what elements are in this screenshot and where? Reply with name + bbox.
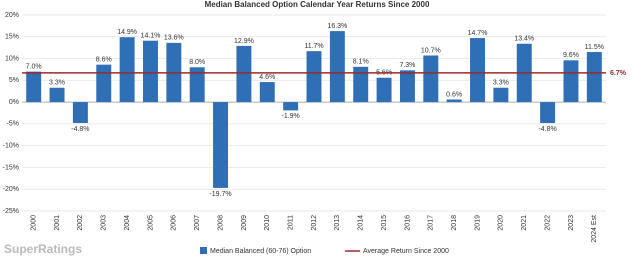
chart-title: Median Balanced Option Calendar Year Ret…	[205, 0, 430, 9]
value-label: 12.9%	[234, 38, 254, 45]
x-tick-label: 2010	[264, 215, 271, 231]
bar	[72, 102, 88, 124]
watermark: SuperRatings	[4, 242, 82, 256]
x-tick-label: 2017	[428, 215, 435, 231]
bar	[423, 55, 439, 103]
value-label: -4.8%	[71, 126, 89, 133]
x-tick-label: 2002	[77, 215, 84, 231]
value-label: 13.4%	[514, 36, 534, 43]
y-tick-label: 15%	[5, 34, 19, 41]
x-tick-label: 2021	[521, 215, 528, 231]
bar	[119, 37, 135, 103]
x-tick-label: 2015	[381, 215, 388, 231]
bar	[563, 60, 579, 103]
y-tick-label: 0%	[9, 99, 19, 106]
bar	[470, 38, 485, 103]
x-tick-label: 2001	[54, 215, 61, 231]
legend-label: Median Balanced (60-76) Option	[210, 248, 311, 255]
y-tick-label: -25%	[3, 208, 19, 215]
value-label: 11.5%	[585, 44, 604, 51]
bar	[189, 67, 205, 103]
value-label: 8.6%	[96, 56, 112, 63]
y-tick-label: -20%	[3, 186, 19, 193]
value-label: 0.6%	[446, 91, 462, 98]
bar	[493, 87, 509, 103]
x-tick-label: 2016	[404, 215, 411, 231]
bar	[26, 71, 42, 103]
bar	[586, 52, 602, 103]
x-tick-label: 2004	[124, 215, 131, 231]
y-tick-label: -15%	[3, 164, 19, 171]
legend-swatch	[200, 247, 207, 254]
bar	[446, 99, 462, 103]
x-tick-label: 2014	[358, 215, 365, 231]
y-tick-label: 20%	[5, 12, 19, 19]
x-tick-label: 2023	[568, 215, 575, 231]
x-tick-label: 2000	[31, 215, 38, 231]
bar	[540, 102, 556, 124]
x-tick-label: 2012	[311, 215, 318, 231]
bar	[283, 102, 299, 111]
x-tick-label: 2011	[287, 215, 294, 230]
value-label: 14.7%	[468, 30, 488, 37]
bar	[143, 40, 158, 103]
value-label: 10.7%	[421, 47, 441, 54]
bar	[259, 82, 275, 103]
bar	[96, 64, 112, 103]
value-label: 9.6%	[563, 52, 579, 59]
value-label: 16.3%	[327, 23, 347, 30]
value-label: 8.1%	[353, 59, 369, 66]
bar	[49, 87, 65, 103]
value-label: -1.9%	[281, 113, 299, 120]
y-tick-label: 10%	[5, 55, 19, 62]
x-tick-label: 2006	[171, 215, 178, 231]
value-label: 14.1%	[141, 33, 161, 40]
bar	[306, 51, 322, 103]
x-tick-label: 2003	[101, 215, 108, 231]
value-label: 11.7%	[304, 43, 323, 50]
value-label: 4.6%	[259, 74, 275, 81]
value-label: 7.0%	[26, 63, 42, 70]
x-tick-label: 2018	[451, 215, 458, 231]
x-tick-label: 2008	[217, 215, 224, 231]
y-tick-label: -5%	[7, 121, 19, 128]
bar	[376, 77, 392, 103]
value-label: 3.3%	[493, 80, 509, 87]
x-tick-label: 2022	[544, 215, 551, 231]
bar	[399, 70, 415, 103]
value-label: 8.0%	[189, 59, 205, 66]
y-tick-label: 5%	[9, 77, 19, 84]
x-tick-label: 2024 Est	[591, 215, 598, 243]
value-label: 3.3%	[49, 80, 65, 87]
value-label: 13.6%	[164, 35, 184, 42]
bar	[329, 31, 345, 103]
x-tick-label: 2019	[474, 215, 481, 231]
value-label: -4.8%	[538, 126, 556, 133]
x-tick-label: 2007	[194, 215, 201, 231]
y-tick-label: -10%	[3, 143, 19, 150]
bar	[353, 66, 369, 103]
legend-label: Average Return Since 2000	[363, 248, 449, 255]
x-tick-label: 2009	[241, 215, 248, 231]
x-tick-label: 2005	[147, 215, 154, 231]
x-tick-label: 2020	[498, 215, 505, 231]
value-label: -19.7%	[209, 191, 231, 198]
bar	[213, 102, 229, 188]
value-label: 7.3%	[399, 62, 415, 69]
average-label: 6.7%	[610, 70, 627, 77]
bar	[236, 45, 252, 103]
x-tick-label: 2013	[334, 215, 341, 231]
value-label: 14.9%	[117, 29, 137, 36]
